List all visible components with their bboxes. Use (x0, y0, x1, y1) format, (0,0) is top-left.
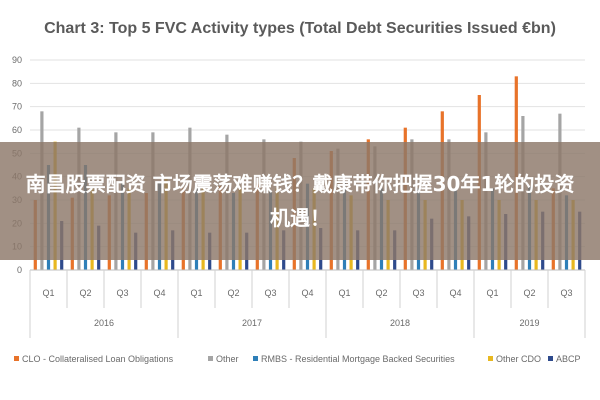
x-tick-label: Q2 (523, 288, 535, 298)
legend-swatch (14, 356, 19, 361)
x-tick-label: Q1 (42, 288, 54, 298)
y-tick-label: 0 (17, 265, 22, 275)
x-axis: Q1 Q2 Q3 Q4 Q1 Q2 Q3 Q4 Q1 Q2 Q3 Q4 Q1 Q2 Q3 2016 2017 20… (29, 269, 586, 338)
legend-label: ABCP (556, 354, 581, 364)
x-tick-label: Q3 (116, 288, 128, 298)
year-label: 2018 (390, 318, 410, 328)
x-tick-label: Q1 (486, 288, 498, 298)
y-tick-label: 80 (12, 78, 22, 88)
y-tick-label: 70 (12, 102, 22, 112)
year-label: 2016 (94, 318, 114, 328)
promo-banner-text: 南昌股票配资 市场震荡难赚钱？戴康带你把握30年1轮的投资机遇！ (25, 172, 575, 230)
legend-swatch (488, 356, 493, 361)
legend-label: RMBS - Residential Mortgage Backed Secur… (261, 354, 455, 364)
legend-label: Other CDO (496, 354, 541, 364)
legend-label: Other (216, 354, 239, 364)
x-tick-label: Q4 (301, 288, 313, 298)
legend: CLO - Collateralised Loan Obligations Oth… (14, 354, 581, 364)
chart-title: Chart 3: Top 5 FVC Activity types (Total… (44, 20, 556, 37)
x-tick-label: Q2 (375, 288, 387, 298)
x-tick-label: Q3 (560, 288, 572, 298)
promo-banner[interactable]: 南昌股票配资 市场震荡难赚钱？戴康带你把握30年1轮的投资机遇！ (0, 142, 600, 260)
legend-swatch (548, 356, 553, 361)
legend-swatch (208, 356, 213, 361)
legend-label: CLO - Collateralised Loan Obligations (22, 354, 174, 364)
x-tick-label: Q3 (264, 288, 276, 298)
year-label: 2017 (242, 318, 262, 328)
y-tick-label: 90 (12, 55, 22, 65)
x-tick-label: Q1 (338, 288, 350, 298)
x-tick-label: Q4 (449, 288, 461, 298)
x-tick-label: Q4 (153, 288, 165, 298)
x-tick-label: Q2 (79, 288, 91, 298)
legend-swatch (253, 356, 258, 361)
x-tick-label: Q1 (190, 288, 202, 298)
y-tick-label: 60 (12, 125, 22, 135)
x-tick-label: Q3 (412, 288, 424, 298)
year-label: 2019 (519, 318, 539, 328)
x-tick-label: Q2 (227, 288, 239, 298)
